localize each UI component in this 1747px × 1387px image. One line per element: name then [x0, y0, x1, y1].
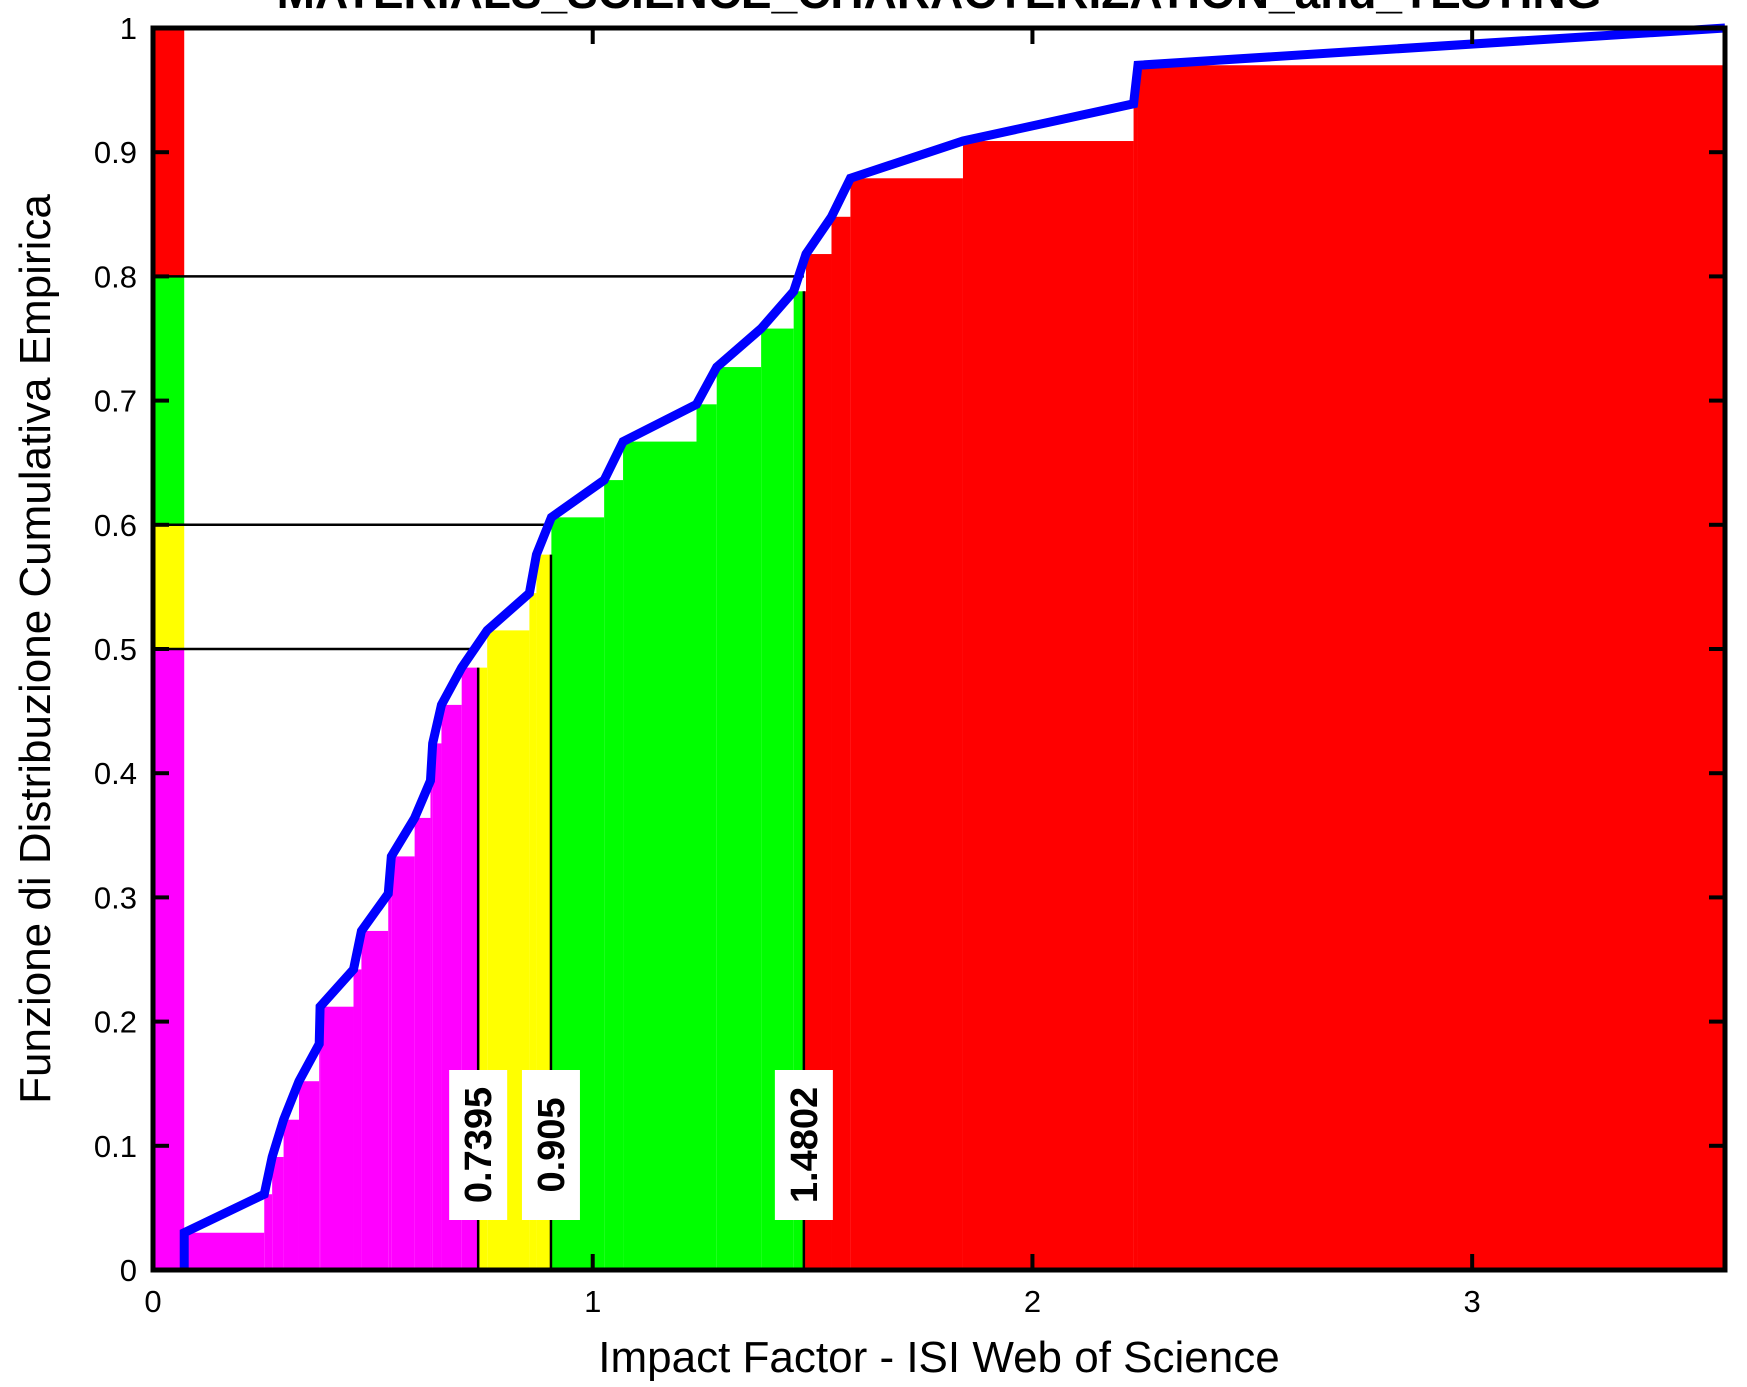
y-tick-label: 0.3 — [94, 880, 137, 915]
ecdf-line — [179, 23, 1726, 1270]
step-area — [962, 141, 1134, 1271]
level-band — [153, 649, 185, 1270]
x-tick-label: 0 — [144, 1284, 161, 1319]
level-band — [153, 524, 185, 649]
y-tick-label: 0.6 — [94, 508, 137, 543]
quantile-label-box — [774, 1070, 833, 1220]
step-area — [353, 969, 362, 1270]
step-area — [264, 1194, 273, 1270]
step-area — [831, 216, 851, 1271]
y-tick-label: 0.8 — [94, 259, 137, 294]
quantile-label: 1.4802 — [784, 1087, 826, 1203]
step-area — [432, 743, 442, 1270]
step-area — [1133, 103, 1138, 1271]
y-tick-label: 1 — [120, 11, 137, 46]
y-tick-label: 0.7 — [94, 384, 137, 419]
step-area — [320, 1006, 354, 1270]
x-axis-label: Impact Factor - ISI Web of Science — [598, 1333, 1279, 1382]
y-tick-label: 0.4 — [94, 756, 137, 791]
quantile-label: 0.905 — [531, 1097, 573, 1192]
quantile-label: 0.7395 — [458, 1087, 500, 1203]
quantile-label-box — [521, 1070, 580, 1220]
step-area — [184, 1232, 265, 1270]
y-tick-label: 0.5 — [94, 632, 137, 667]
chart-title: MATERIALS_SCIENCE_CHARACTERIZATION_and_T… — [277, 0, 1602, 18]
step-area — [478, 667, 488, 1270]
step-area — [850, 178, 963, 1271]
step-area — [604, 480, 624, 1270]
step-area — [623, 441, 697, 1270]
x-tick-label: 3 — [1464, 1284, 1481, 1319]
step-area — [298, 1081, 320, 1270]
y-tick-label: 0.2 — [94, 1005, 137, 1040]
step-area — [529, 593, 537, 1270]
x-tick-label: 2 — [1024, 1284, 1041, 1319]
quantile-label-box — [449, 1070, 508, 1220]
step-area — [319, 1043, 321, 1270]
x-tick-label: 1 — [584, 1284, 601, 1319]
step-area — [696, 404, 717, 1270]
step-area — [716, 367, 762, 1270]
step-area — [430, 780, 433, 1270]
step-area — [391, 856, 415, 1270]
y-tick-label: 0.9 — [94, 135, 137, 170]
step-area — [414, 817, 431, 1270]
step-area — [361, 930, 389, 1270]
y-tick-label: 0.1 — [94, 1129, 137, 1164]
step-area — [272, 1156, 284, 1270]
y-tick-label: 0 — [120, 1253, 137, 1288]
step-area — [388, 893, 392, 1270]
step-area — [283, 1119, 299, 1270]
y-axis-label: Funzione di Distribuzione Cumulativa Emp… — [11, 194, 60, 1104]
step-area — [793, 291, 804, 1271]
step-area — [1137, 65, 1725, 1270]
